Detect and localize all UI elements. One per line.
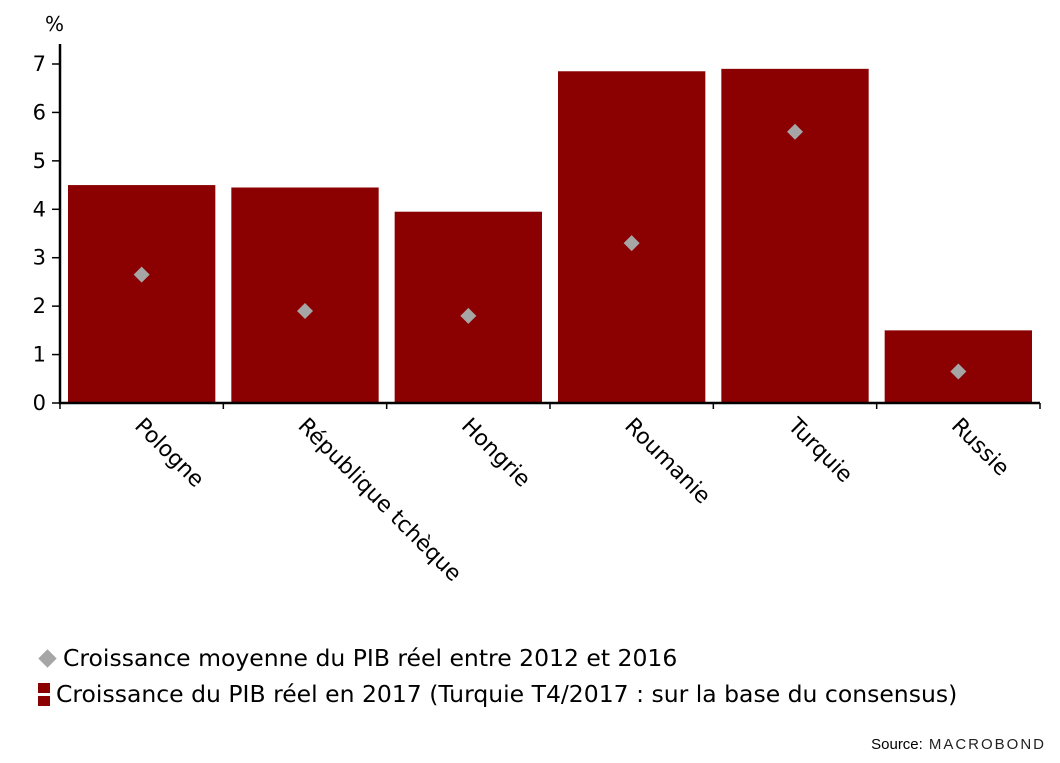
legend: Croissance moyenne du PIB réel entre 201… bbox=[36, 643, 957, 709]
category-label: Hongrie bbox=[456, 414, 535, 493]
diamond-marker bbox=[297, 302, 313, 319]
category-label: Russie bbox=[946, 414, 1014, 482]
y-tick-label: 7 bbox=[33, 52, 46, 76]
diamond-marker bbox=[460, 307, 477, 324]
diamond-marker bbox=[787, 123, 803, 140]
category-label: République tchèque bbox=[293, 414, 466, 587]
diamond-marker-icon bbox=[38, 648, 57, 668]
category-label: Turquie bbox=[782, 413, 857, 488]
legend-item-average: Croissance moyenne du PIB réel entre 201… bbox=[36, 643, 957, 673]
legend-label-2017: Croissance du PIB réel en 2017 (Turquie … bbox=[56, 680, 958, 708]
axes-group bbox=[52, 44, 1041, 409]
y-tick-label: 1 bbox=[33, 343, 46, 367]
diamond-marker bbox=[133, 266, 150, 283]
category-label: Roumanie bbox=[619, 414, 715, 510]
source-brand-logo: MACROBOND bbox=[928, 736, 1046, 753]
category-label: Pologne bbox=[129, 414, 208, 493]
bar bbox=[394, 211, 542, 403]
y-tick-label: 3 bbox=[33, 246, 46, 270]
y-axis-unit: % bbox=[45, 12, 64, 36]
markers-group bbox=[133, 123, 967, 380]
legend-label-average: Croissance moyenne du PIB réel entre 201… bbox=[63, 644, 678, 672]
bars-group bbox=[68, 68, 1032, 403]
bar bbox=[68, 185, 216, 403]
bar bbox=[231, 187, 379, 403]
y-tick-label: 2 bbox=[33, 294, 46, 318]
bar bbox=[721, 68, 869, 403]
bar-swatch-icon bbox=[38, 682, 50, 706]
y-tick-label: 0 bbox=[33, 391, 46, 415]
source-note: Source: MACROBOND bbox=[871, 736, 1046, 753]
diamond-marker bbox=[623, 235, 640, 252]
y-tick-label: 5 bbox=[33, 149, 46, 173]
legend-item-2017: Croissance du PIB réel en 2017 (Turquie … bbox=[36, 679, 957, 709]
y-tick-label: 6 bbox=[33, 100, 46, 124]
source-label: Source: bbox=[871, 736, 923, 753]
diamond-marker bbox=[950, 363, 967, 380]
y-tick-label: 4 bbox=[33, 197, 46, 221]
